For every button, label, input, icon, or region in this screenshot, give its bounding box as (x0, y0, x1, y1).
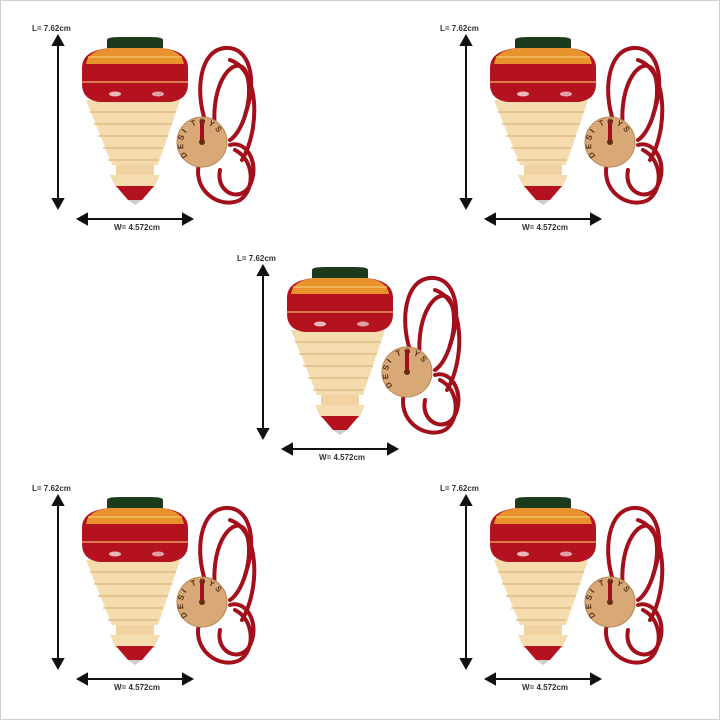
length-label: L= 7.62cm (440, 24, 479, 33)
desi-toys-token: DESI TOYS (584, 576, 636, 628)
width-label: W= 4.572cm (522, 683, 569, 692)
spinning-top-illustration: DESI TOYS (459, 493, 665, 686)
spinning-top-product-bottom-left: L= 7.62cm (30, 480, 270, 700)
spinning-top (287, 267, 393, 435)
width-arrow (483, 212, 603, 226)
desi-toys-token: DESI TOYS (176, 576, 228, 628)
length-arrow (459, 33, 473, 211)
spinning-top (82, 497, 188, 665)
rope (604, 45, 665, 205)
width-arrow (483, 672, 603, 686)
spinning-top (490, 37, 596, 205)
width-label: W= 4.572cm (319, 453, 366, 462)
length-arrow (256, 263, 270, 441)
spinning-top-product-center: L= 7.62cm (235, 250, 475, 470)
length-label: L= 7.62cm (440, 484, 479, 493)
spinning-top-product-top-left: L= 7.62cm (30, 20, 270, 240)
width-arrow (75, 212, 195, 226)
rope (196, 45, 257, 205)
spinning-top (82, 37, 188, 205)
desi-toys-token: DESI TOYS (381, 346, 433, 398)
spinning-top-product-bottom-right: L= 7.62cm (438, 480, 678, 700)
length-label: L= 7.62cm (32, 484, 71, 493)
width-label: W= 4.572cm (114, 223, 161, 232)
width-label: W= 4.572cm (114, 683, 161, 692)
spinning-top-illustration: DESI TOYS (51, 493, 257, 686)
length-arrow (459, 493, 473, 671)
rope (604, 505, 665, 665)
width-arrow (280, 442, 400, 456)
spinning-top (490, 497, 596, 665)
rope (196, 505, 257, 665)
rope (401, 275, 462, 435)
length-arrow (51, 493, 65, 671)
length-label: L= 7.62cm (237, 254, 276, 263)
width-arrow (75, 672, 195, 686)
length-arrow (51, 33, 65, 211)
spinning-top-product-top-right: L= 7.62cm (438, 20, 678, 240)
desi-toys-token: DESI TOYS (584, 116, 636, 168)
spinning-top-illustration: DESI TOYS (459, 33, 665, 226)
spinning-top-illustration: DESI TOYS (51, 33, 257, 226)
length-label: L= 7.62cm (32, 24, 71, 33)
spinning-top-illustration: DESI TOYS (256, 263, 462, 456)
desi-toys-token: DESI TOYS (176, 116, 228, 168)
width-label: W= 4.572cm (522, 223, 569, 232)
